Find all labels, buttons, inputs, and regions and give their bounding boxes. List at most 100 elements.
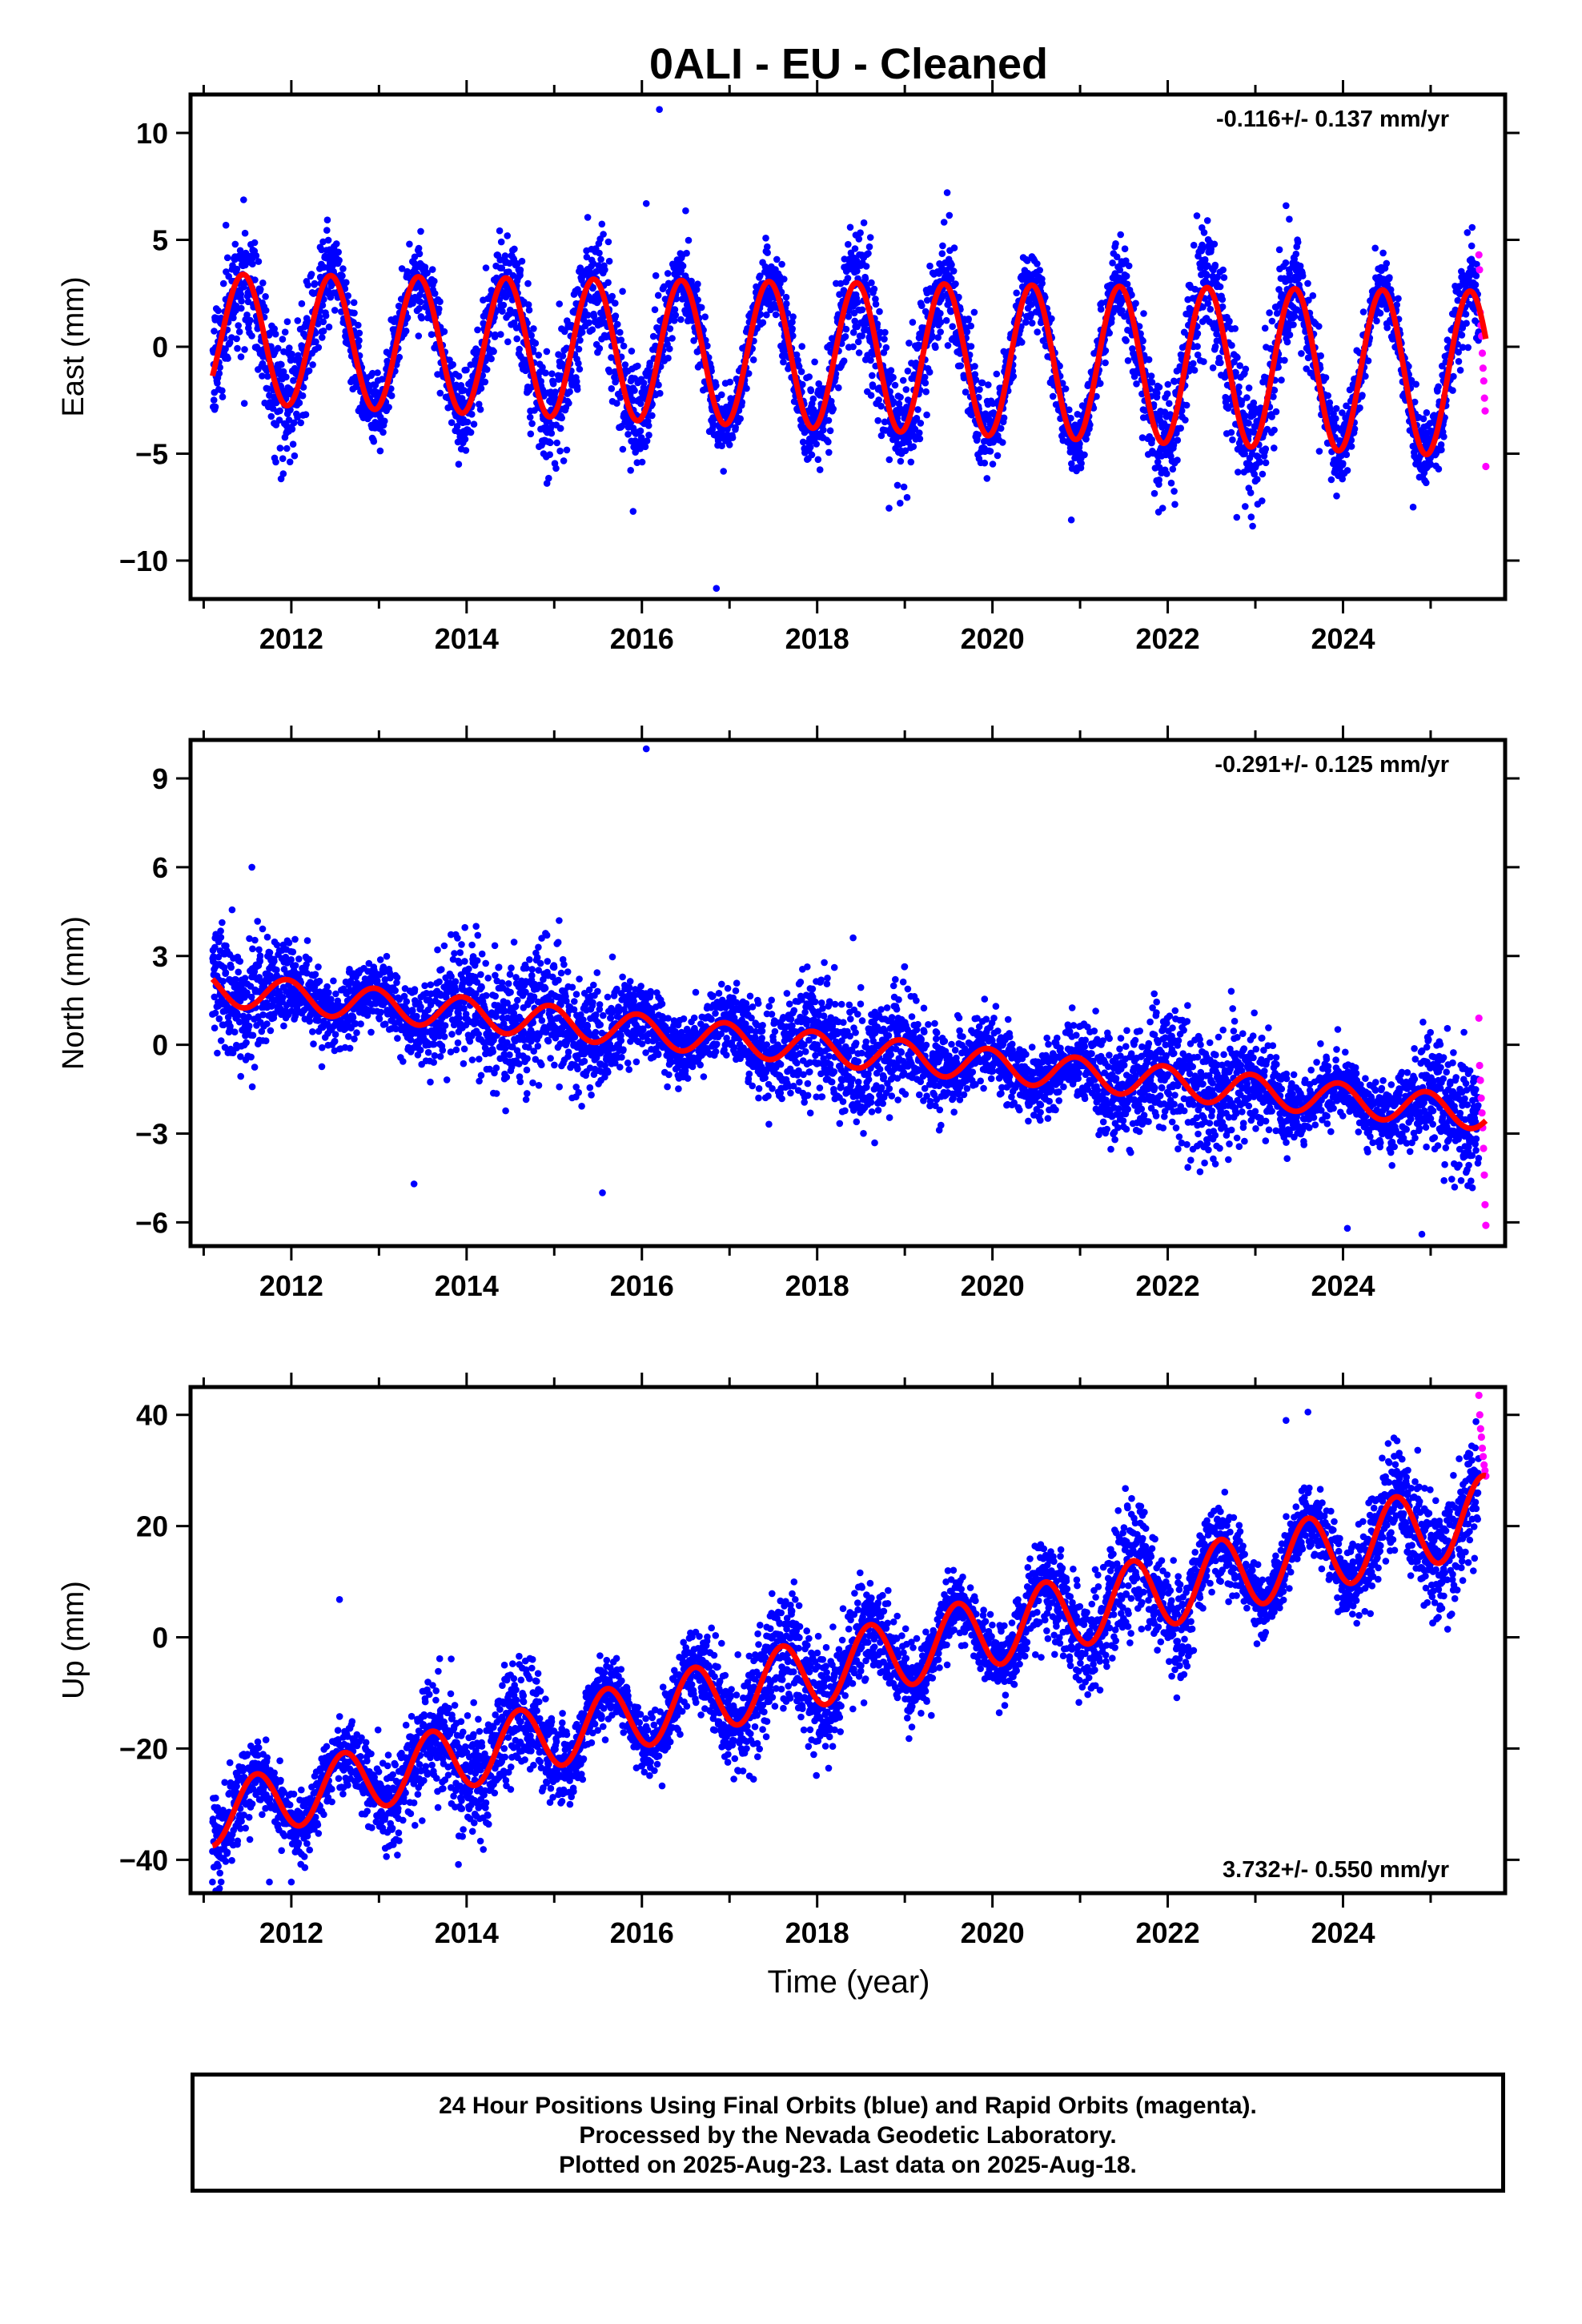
east-point (704, 342, 711, 350)
east-point (965, 316, 972, 323)
east-point (573, 378, 580, 385)
east-point (826, 427, 834, 435)
east-point (608, 385, 616, 392)
east-point (829, 405, 837, 412)
east-point (1298, 350, 1305, 357)
east-point (1182, 401, 1191, 409)
east-point (784, 309, 792, 317)
east-point (283, 444, 291, 452)
east-point (1275, 246, 1283, 254)
east-point (490, 348, 497, 356)
east-point (215, 307, 222, 315)
east-point (1339, 460, 1347, 467)
east-point (627, 467, 634, 474)
east-point (1049, 392, 1057, 400)
east-point (1191, 367, 1199, 374)
east-point (825, 448, 833, 456)
east-point (608, 292, 616, 300)
east-point (1317, 352, 1324, 360)
east-point (909, 443, 917, 450)
east-point (649, 332, 657, 340)
east-point (858, 306, 866, 314)
east-point (272, 458, 279, 466)
east-point (501, 252, 509, 259)
east-point (294, 413, 301, 421)
east-point (323, 227, 331, 234)
east-point (1247, 513, 1255, 521)
east-point (793, 351, 801, 359)
east-point (773, 255, 781, 263)
east-point (1219, 266, 1227, 274)
east-point (1097, 380, 1104, 388)
east-point (1440, 433, 1447, 440)
east-point (937, 310, 944, 317)
east-point (535, 352, 542, 359)
east-point (524, 301, 532, 308)
east-point (867, 356, 874, 364)
east-point (255, 258, 263, 265)
east-point (1332, 415, 1339, 422)
east-point (1182, 416, 1189, 424)
east-point (967, 322, 974, 330)
east-point (893, 481, 901, 489)
east-point (997, 424, 1005, 432)
east-point (900, 483, 908, 491)
east-point (576, 365, 584, 373)
figure-title: 0ALI - EU - Cleaned (649, 40, 1048, 88)
east-point (532, 340, 540, 347)
east-point (1256, 458, 1263, 466)
east-point (604, 279, 612, 287)
east-point (628, 348, 636, 355)
east-point (1359, 392, 1366, 399)
east-point (416, 298, 424, 306)
east-point (436, 389, 444, 397)
east-point (528, 332, 535, 340)
east-point (865, 243, 873, 251)
east-point (302, 411, 310, 418)
east-point (1203, 217, 1211, 224)
east-point (860, 219, 868, 227)
east-point (872, 300, 880, 308)
east-point (547, 439, 554, 447)
east-point (1211, 261, 1219, 269)
east-point (575, 360, 582, 368)
east-point (1228, 342, 1235, 349)
east-point (917, 420, 925, 427)
east-point (276, 407, 283, 415)
east-point (781, 275, 788, 283)
east-point (272, 421, 280, 428)
east-point (467, 428, 475, 436)
east-point (693, 286, 701, 293)
east-point (1018, 339, 1026, 346)
east-point (1236, 362, 1243, 369)
east-point (580, 316, 588, 324)
east-point (1271, 444, 1278, 452)
east-point (989, 460, 997, 468)
east-point (518, 257, 526, 265)
east-point (971, 363, 978, 370)
east-point (516, 266, 524, 274)
east-point (937, 328, 944, 336)
east-point (654, 292, 662, 300)
east-point (262, 307, 270, 314)
east-point (914, 406, 921, 413)
east-point (504, 232, 511, 239)
east-point (1170, 488, 1178, 495)
east-point (1458, 332, 1466, 339)
east-point (923, 411, 930, 419)
east-point (666, 325, 674, 332)
east-point (840, 357, 848, 365)
east-point (907, 458, 915, 466)
east-point (782, 293, 790, 301)
east-point (566, 388, 573, 396)
east-point (1194, 330, 1202, 337)
east-point (1449, 387, 1456, 394)
east-point (271, 325, 279, 332)
east-point (729, 434, 737, 441)
east-point (598, 220, 606, 228)
east-point (866, 234, 874, 241)
east-point (231, 240, 239, 248)
east-point (1233, 513, 1241, 521)
east-point (836, 291, 843, 299)
east-point (905, 340, 913, 347)
